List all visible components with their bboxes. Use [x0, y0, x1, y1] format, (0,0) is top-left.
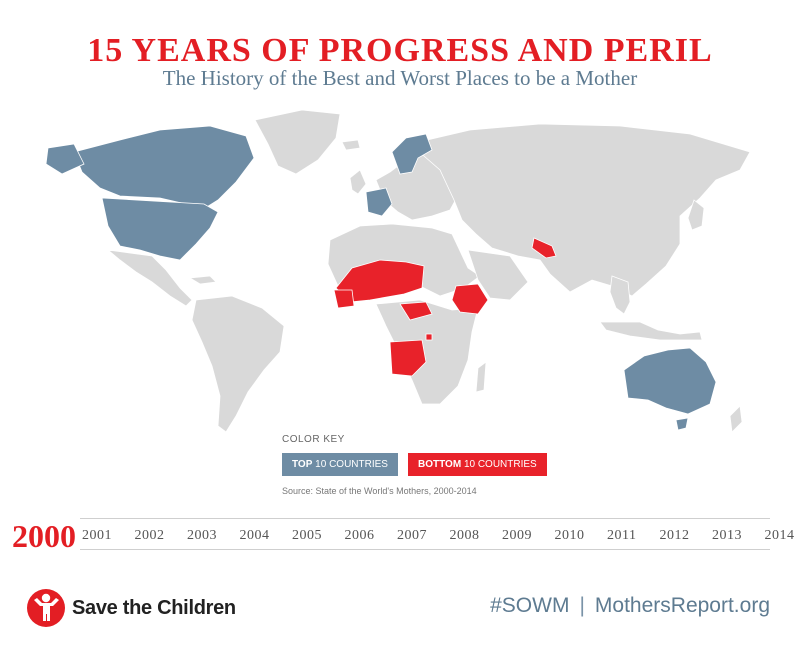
bottom-country-angola [389, 339, 427, 377]
timeline-selected-year[interactable]: 2000 [12, 518, 76, 554]
bottom-country-nepal [531, 237, 557, 259]
page-subtitle: The History of the Best and Worst Places… [162, 66, 638, 90]
iceland [341, 139, 361, 151]
top-country-scandinavia [391, 133, 433, 175]
japan [687, 199, 705, 231]
legend-top-strong: TOP [292, 459, 313, 470]
timeline-year[interactable]: 2013 [712, 528, 742, 543]
greenland [254, 109, 341, 175]
footer-separator: | [579, 594, 585, 617]
bottom-country-sahel [335, 259, 425, 303]
legend-top-rest: 10 COUNTRIES [315, 459, 388, 470]
child-figure-icon [27, 589, 65, 627]
caribbean [188, 275, 217, 285]
legend-bottom-rest: 10 COUNTRIES [463, 459, 537, 470]
bottom-country-great-lakes [425, 333, 433, 341]
site-link[interactable]: MothersReport.org [594, 594, 770, 617]
timeline-year[interactable]: 2010 [554, 528, 585, 543]
top-country-australia [623, 347, 717, 415]
page-title: 15 YEARS OF PROGRESS AND PERIL [87, 32, 713, 69]
hashtag-link[interactable]: #SOWM [490, 594, 570, 617]
top-country-tasmania [675, 417, 689, 431]
color-key-heading: COLOR KEY [282, 434, 345, 445]
legend-top-countries: TOP 10 COUNTRIES [282, 453, 398, 476]
timeline-year[interactable]: 2001 [82, 528, 112, 543]
arabia [467, 249, 529, 301]
footer-links: #SOWM | MothersReport.org [490, 594, 770, 618]
top-country-canada [73, 125, 255, 211]
top-country-western-europe [365, 187, 393, 217]
mexico-central-america [106, 249, 193, 307]
bottom-country-central-africa [399, 301, 433, 321]
bottom-country-ethiopia [451, 283, 489, 315]
new-zealand [729, 405, 743, 433]
russia-asia [409, 123, 751, 297]
timeline-year[interactable]: 2011 [607, 528, 637, 543]
timeline-year[interactable]: 2007 [397, 528, 427, 543]
org-name: Save the Children [72, 597, 236, 619]
legend-bottom-countries: BOTTOM 10 COUNTRIES [408, 453, 547, 476]
madagascar [475, 361, 487, 393]
timeline-divider-top [80, 518, 770, 519]
south-america [191, 295, 285, 433]
timeline-year[interactable]: 2008 [449, 528, 480, 543]
timeline-year[interactable]: 2006 [344, 528, 375, 543]
top-country-alaska [45, 143, 85, 175]
source-note: Source: State of the World's Mothers, 20… [282, 486, 477, 496]
timeline-year[interactable]: 2014 [764, 528, 795, 543]
timeline-year[interactable]: 2012 [659, 528, 690, 543]
timeline-year[interactable]: 2002 [134, 528, 165, 543]
timeline-year[interactable]: 2003 [187, 528, 217, 543]
indonesia [599, 321, 703, 341]
bottom-country-west-africa [333, 289, 355, 309]
timeline-divider-bottom [80, 549, 770, 550]
britain [349, 169, 367, 195]
legend-bottom-strong: BOTTOM [418, 459, 462, 470]
world-map [45, 109, 751, 433]
southeast-asia [609, 275, 631, 315]
top-country-usa [101, 197, 219, 261]
timeline-year[interactable]: 2009 [502, 528, 532, 543]
timeline-year[interactable]: 2005 [292, 528, 322, 543]
timeline-year[interactable]: 2004 [239, 528, 270, 543]
